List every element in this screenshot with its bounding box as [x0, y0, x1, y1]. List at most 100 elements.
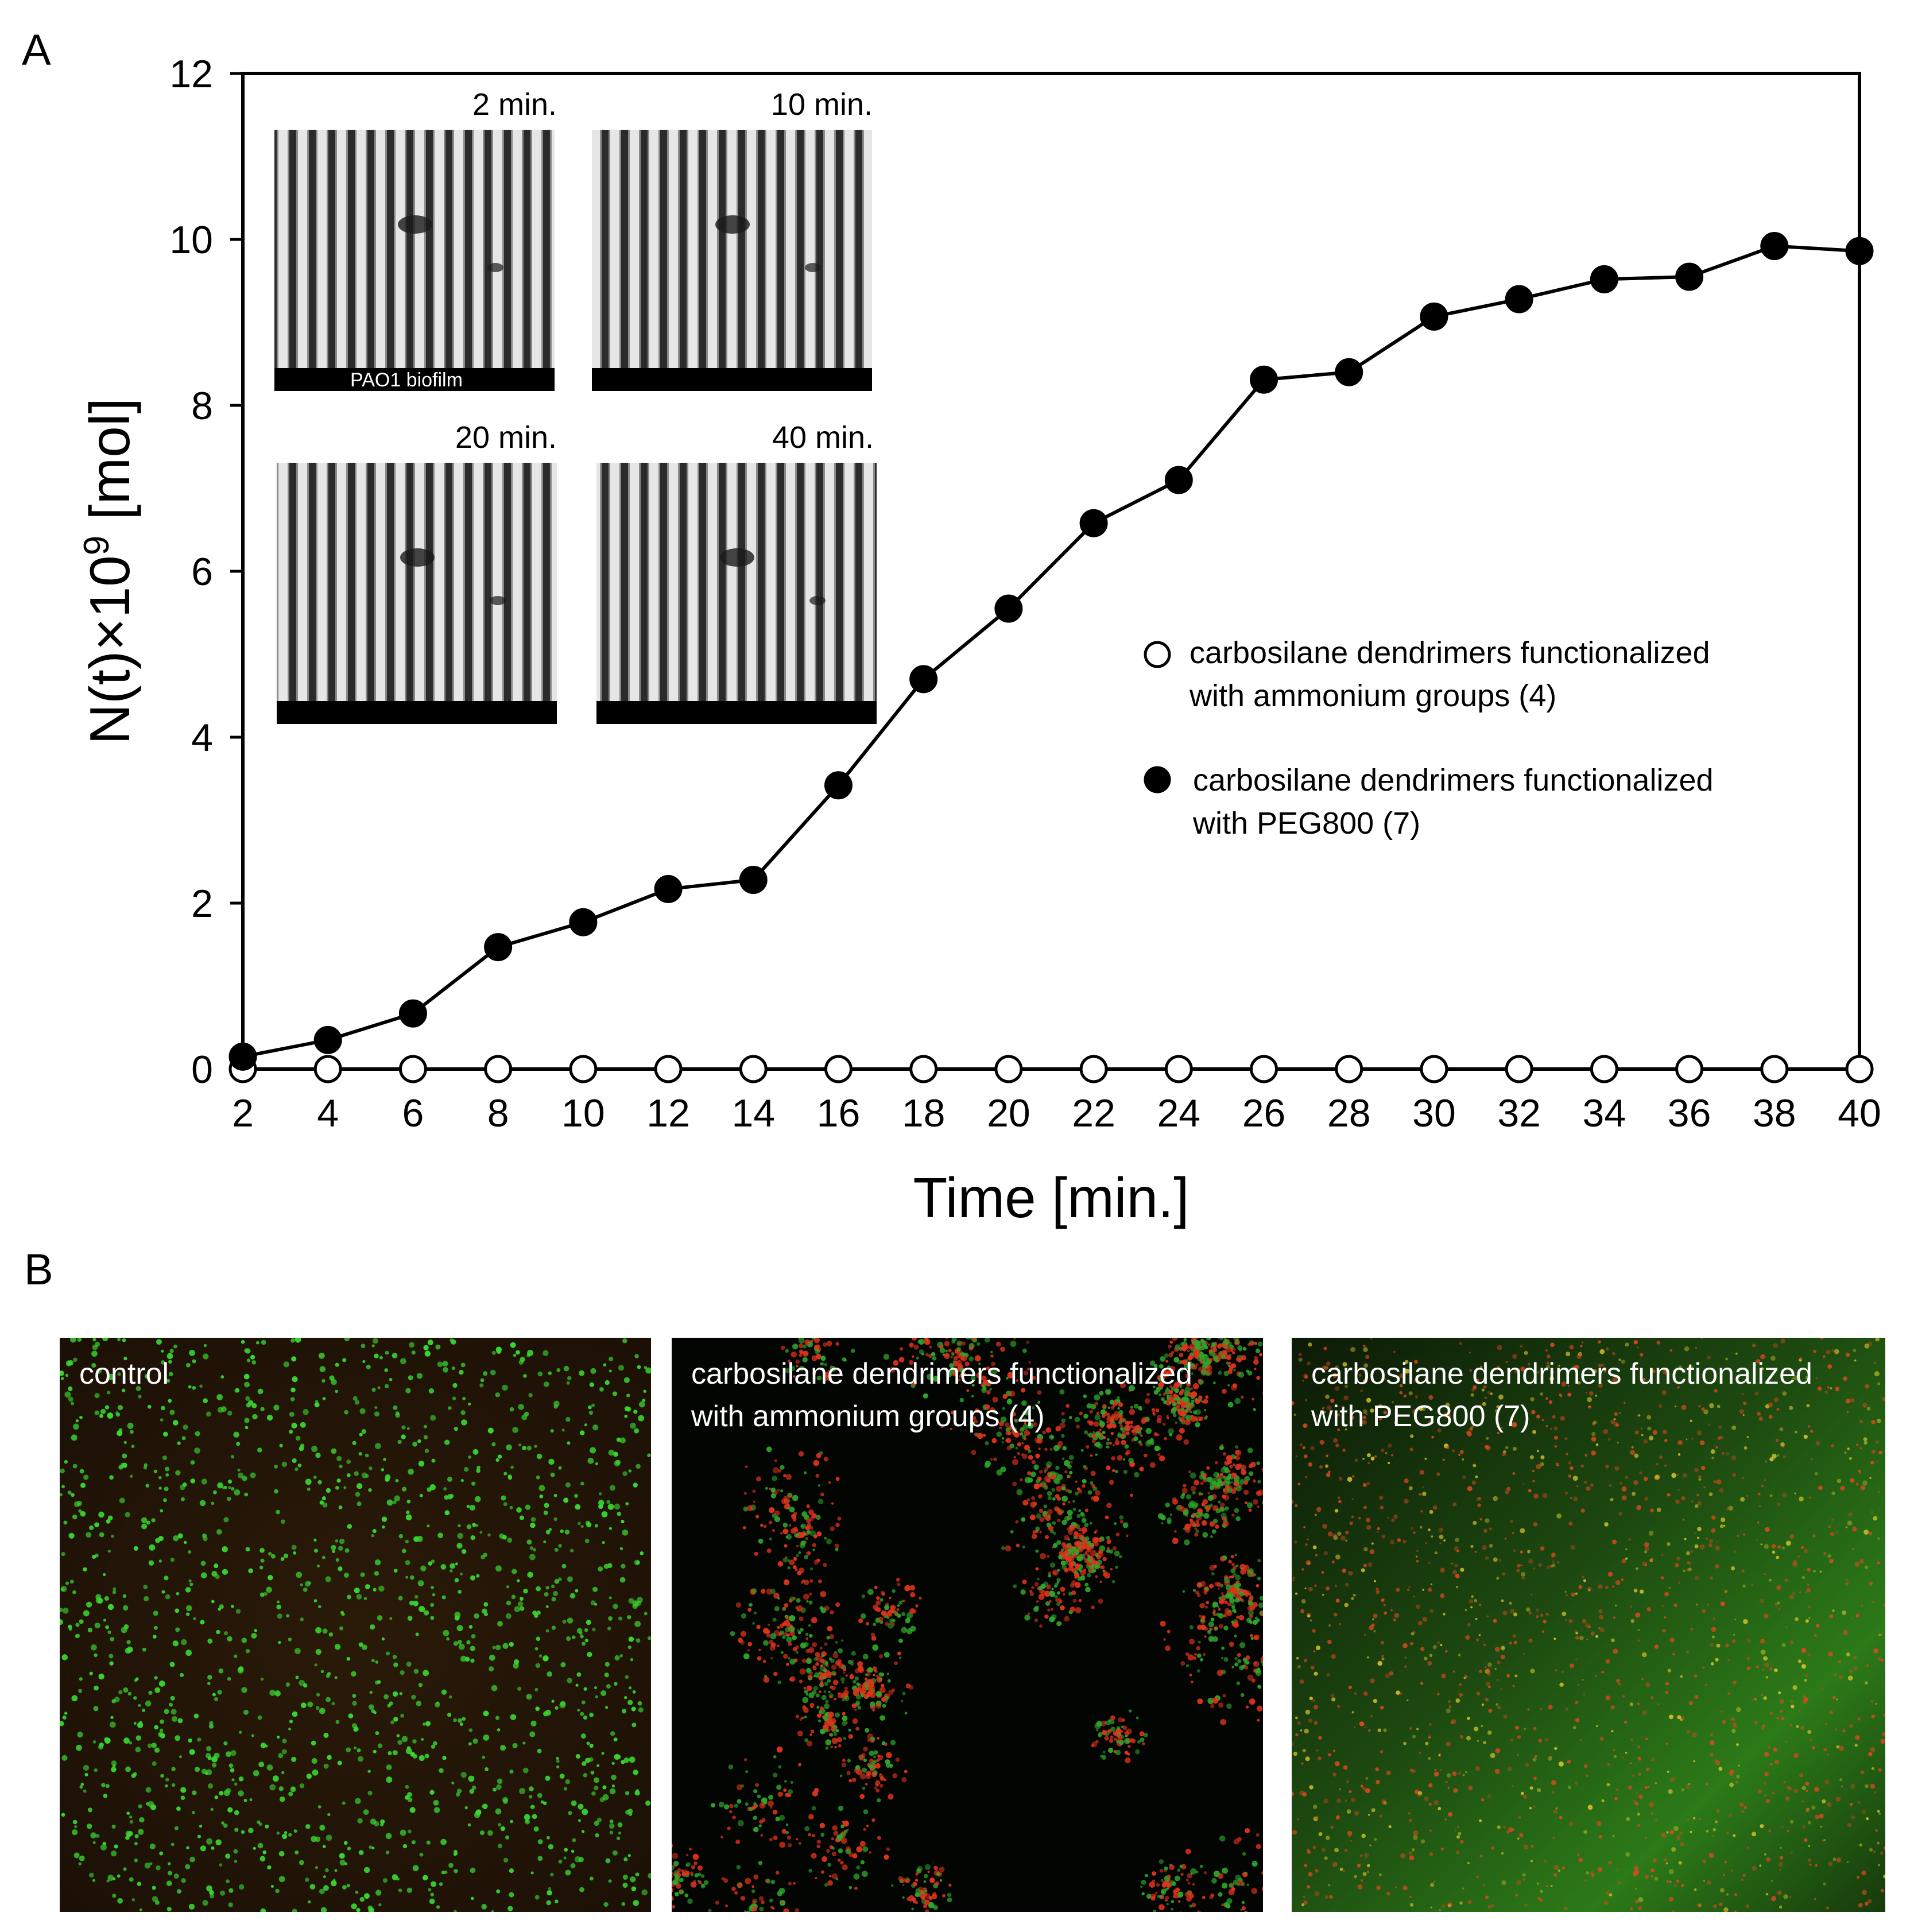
- data-markers: [228, 232, 1874, 1083]
- micrograph-ammonium-image: [672, 1338, 1263, 1912]
- inset-substrate-bar: [274, 368, 555, 391]
- y-axis-title: N(t)×109 [mol]: [77, 398, 141, 745]
- open-data-point: [739, 1055, 768, 1083]
- inset-debris: [398, 215, 432, 234]
- x-tick-label: 2: [232, 1091, 254, 1135]
- x-tick-label: 40: [1838, 1091, 1881, 1135]
- inset-substrate-bar: [592, 368, 872, 391]
- open-data-point: [909, 1055, 938, 1083]
- y-tick-label: 6: [191, 550, 213, 594]
- y-tick-label: 12: [169, 52, 213, 96]
- x-tick-label: 24: [1157, 1091, 1200, 1135]
- filled-data-point: [1335, 358, 1363, 386]
- inset-3: 20 min.: [277, 420, 557, 724]
- open-data-point: [1164, 1055, 1193, 1083]
- interference-insets: 2 min. PAO1 biofilm 10 min. 20 min. 40 min.: [274, 87, 877, 724]
- x-tick-label: 6: [402, 1091, 424, 1135]
- x-tick-label: 30: [1412, 1091, 1456, 1135]
- filled-data-point: [484, 933, 513, 962]
- open-data-point: [1079, 1055, 1108, 1083]
- filled-data-point: [569, 908, 598, 936]
- inset-fringe-image: [274, 130, 555, 391]
- panel-b-label: B: [24, 1245, 53, 1294]
- x-tick-label: 26: [1242, 1091, 1286, 1135]
- axis-labels: Time [min.] N(t)×109 [mol]: [77, 398, 1189, 1229]
- inset-4: 40 min.: [596, 420, 877, 724]
- inset-debris: [490, 596, 506, 605]
- legend-label-1: carbosilane dendrimers functionalized: [1190, 636, 1710, 670]
- x-tick-label: 20: [987, 1091, 1030, 1135]
- x-tick-label: 10: [561, 1091, 605, 1135]
- inset-time-label: 10 min.: [771, 87, 873, 122]
- inset-fringe-image: [596, 463, 877, 724]
- open-data-point: [313, 1055, 342, 1083]
- open-data-point: [1675, 1055, 1704, 1083]
- open-data-point: [994, 1055, 1023, 1083]
- panel-a-label: A: [22, 26, 51, 75]
- micrograph-control-label: control: [79, 1357, 169, 1391]
- filled-data-point: [994, 594, 1023, 623]
- filled-data-point: [1760, 232, 1789, 261]
- legend: carbosilane dendrimers functionalized wit…: [1144, 636, 1714, 841]
- x-tick-label: 36: [1668, 1091, 1711, 1135]
- filled-data-point: [1675, 262, 1704, 291]
- filled-data-point: [1420, 302, 1448, 331]
- y-tick-label: 4: [191, 716, 213, 760]
- x-tick-label: 18: [902, 1091, 946, 1135]
- legend-label-2: carbosilane dendrimers functionalized: [1193, 763, 1714, 797]
- micrograph-peg800-label: carbosilane dendrimers functionalized wi…: [1311, 1357, 1812, 1433]
- filled-data-point: [909, 665, 938, 694]
- micrograph-control: control: [60, 1338, 651, 1912]
- legend-marker-1: [1144, 641, 1171, 668]
- inset-debris: [809, 596, 826, 605]
- x-tick-label: 14: [731, 1091, 775, 1135]
- legend-marker-2: [1144, 766, 1171, 793]
- open-data-point: [1420, 1055, 1448, 1083]
- open-data-point: [484, 1055, 513, 1083]
- filled-data-point: [1505, 285, 1533, 313]
- open-data-point: [1760, 1055, 1789, 1083]
- filled-data-point: [228, 1042, 257, 1071]
- inset-1: 2 min. PAO1 biofilm: [274, 87, 557, 391]
- open-data-point: [1505, 1055, 1533, 1083]
- open-data-point: [1590, 1055, 1618, 1083]
- open-data-point: [654, 1055, 683, 1083]
- micrograph-peg800: carbosilane dendrimers functionalized wi…: [1292, 1338, 1885, 1912]
- x-tick-label: 28: [1327, 1091, 1371, 1135]
- inset-debris: [400, 548, 435, 567]
- open-data-point: [1250, 1055, 1278, 1083]
- series-line-2: [242, 244, 1860, 1059]
- x-axis-title: Time [min.]: [913, 1166, 1190, 1229]
- y-tick-label: 2: [191, 882, 213, 926]
- inset-substrate-bar: [277, 701, 557, 724]
- open-data-point: [824, 1055, 853, 1083]
- filled-data-point: [1845, 237, 1874, 265]
- y-tick-label: 8: [191, 384, 213, 428]
- filled-data-point: [1250, 365, 1278, 394]
- x-tick-label: 8: [487, 1091, 509, 1135]
- inset-time-label: 20 min.: [455, 420, 557, 455]
- filled-data-point: [313, 1025, 342, 1054]
- open-data-point: [398, 1055, 427, 1083]
- inset-substrate-bar: [596, 701, 877, 724]
- x-tick-label: 4: [317, 1091, 339, 1135]
- x-tick-label: 12: [646, 1091, 690, 1135]
- micrograph-control-image: [60, 1338, 651, 1912]
- x-tick-label: 16: [817, 1091, 861, 1135]
- filled-data-point: [1164, 466, 1193, 494]
- x-tick-label: 38: [1753, 1091, 1796, 1135]
- inset-time-label: 2 min.: [472, 87, 557, 122]
- inset-debris: [805, 263, 821, 272]
- filled-data-point: [654, 874, 683, 903]
- open-data-point: [1845, 1055, 1874, 1083]
- x-tick-label: 32: [1497, 1091, 1541, 1135]
- micrograph-peg800-image: [1292, 1338, 1885, 1912]
- inset-time-label: 40 min.: [772, 420, 874, 455]
- inset-debris: [720, 548, 754, 567]
- legend-label-2: with PEG800 (7): [1192, 806, 1420, 841]
- filled-data-point: [1079, 509, 1108, 537]
- filled-data-point: [824, 771, 853, 800]
- inset-2: 10 min.: [592, 87, 873, 391]
